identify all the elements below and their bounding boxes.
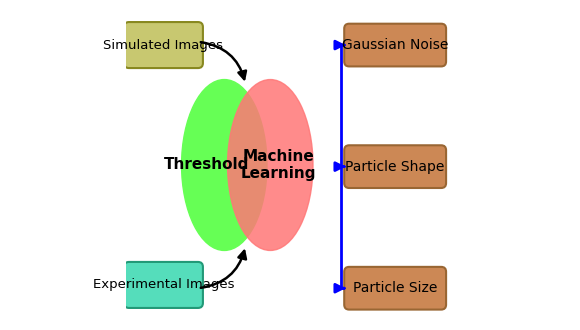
FancyBboxPatch shape bbox=[344, 24, 446, 66]
Text: Particle Size: Particle Size bbox=[353, 281, 437, 295]
Text: Simulated Images: Simulated Images bbox=[103, 39, 223, 51]
FancyBboxPatch shape bbox=[124, 22, 203, 68]
FancyBboxPatch shape bbox=[124, 262, 203, 308]
FancyBboxPatch shape bbox=[344, 145, 446, 188]
Text: Gaussian Noise: Gaussian Noise bbox=[342, 38, 448, 52]
Text: Experimental Images: Experimental Images bbox=[93, 279, 234, 291]
Ellipse shape bbox=[182, 80, 267, 250]
Ellipse shape bbox=[227, 80, 313, 250]
Text: Particle Shape: Particle Shape bbox=[346, 160, 445, 174]
Text: Threshold: Threshold bbox=[164, 157, 249, 173]
Text: Machine
Learning: Machine Learning bbox=[241, 149, 316, 181]
FancyBboxPatch shape bbox=[344, 267, 446, 310]
